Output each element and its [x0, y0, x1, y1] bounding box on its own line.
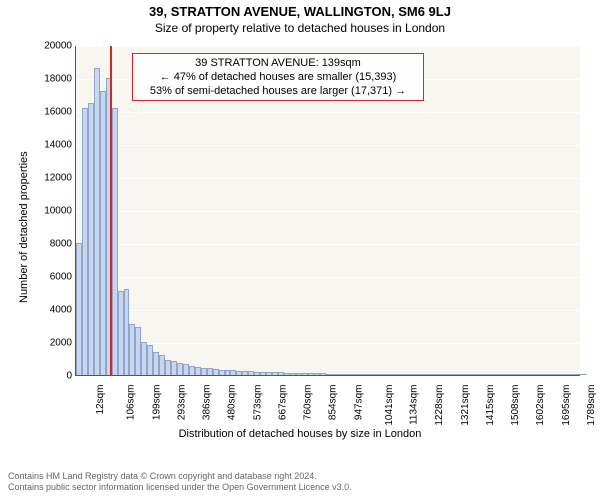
y-tick-label: 10000: [44, 206, 76, 217]
x-tick-label: 12sqm: [95, 385, 106, 415]
x-axis-label: Distribution of detached houses by size …: [0, 428, 600, 440]
gridline: [76, 376, 580, 377]
chart-title: 39, STRATTON AVENUE, WALLINGTON, SM6 9LJ: [0, 0, 600, 19]
annotation-box: 39 STRATTON AVENUE: 139sqm← 47% of detac…: [132, 53, 425, 102]
x-tick-label: 1415sqm: [485, 385, 496, 426]
footer-attribution: Contains HM Land Registry data © Crown c…: [0, 467, 600, 500]
gridline: [76, 112, 580, 113]
footer-line-1: Contains HM Land Registry data © Crown c…: [8, 471, 592, 483]
x-tick-label: 1321sqm: [460, 385, 471, 426]
annotation-line-1: 39 STRATTON AVENUE: 139sqm: [137, 56, 420, 70]
y-tick-label: 16000: [44, 107, 76, 118]
property-size-histogram: 39, STRATTON AVENUE, WALLINGTON, SM6 9LJ…: [0, 0, 600, 500]
x-tick-label: 667sqm: [277, 385, 288, 421]
x-tick-label: 1041sqm: [384, 385, 395, 426]
gridline: [76, 277, 580, 278]
x-tick-label: 947sqm: [353, 385, 364, 421]
gridline: [76, 178, 580, 179]
y-tick-label: 2000: [50, 338, 76, 349]
y-tick-label: 6000: [50, 272, 76, 283]
x-tick-label: 386sqm: [202, 385, 213, 421]
histogram-bar: [581, 374, 587, 375]
x-tick-label: 1602sqm: [536, 385, 547, 426]
x-tick-label: 1789sqm: [586, 385, 597, 426]
x-tick-label: 854sqm: [328, 385, 339, 421]
y-tick-label: 8000: [50, 239, 76, 250]
gridline: [76, 310, 580, 311]
gridline: [76, 145, 580, 146]
gridline: [76, 46, 580, 47]
y-tick-label: 4000: [50, 305, 76, 316]
gridline: [76, 343, 580, 344]
x-tick-label: 106sqm: [126, 385, 137, 421]
gridline: [76, 244, 580, 245]
y-tick-label: 20000: [44, 41, 76, 52]
x-tick-label: 199sqm: [151, 385, 162, 421]
annotation-line-2: ← 47% of detached houses are smaller (15…: [137, 70, 420, 84]
x-tick-label: 760sqm: [303, 385, 314, 421]
gridline: [76, 211, 580, 212]
x-tick-label: 573sqm: [252, 385, 263, 421]
y-tick-label: 12000: [44, 173, 76, 184]
property-marker-line: [110, 46, 112, 375]
x-tick-label: 480sqm: [227, 385, 238, 421]
y-tick-label: 18000: [44, 74, 76, 85]
x-tick-label: 1228sqm: [435, 385, 446, 426]
y-tick-label: 14000: [44, 140, 76, 151]
annotation-line-3: 53% of semi-detached houses are larger (…: [137, 84, 420, 98]
x-tick-label: 1508sqm: [510, 385, 521, 426]
footer-line-2: Contains public sector information licen…: [8, 482, 592, 494]
chart-subtitle: Size of property relative to detached ho…: [0, 19, 600, 35]
y-axis-label: Number of detached properties: [18, 152, 30, 304]
y-tick-label: 0: [66, 371, 76, 382]
x-tick-label: 1134sqm: [408, 385, 419, 425]
plot-area: 0200040006000800010000120001400016000180…: [75, 46, 580, 376]
x-tick-label: 1695sqm: [561, 385, 572, 426]
x-tick-label: 293sqm: [176, 385, 187, 421]
